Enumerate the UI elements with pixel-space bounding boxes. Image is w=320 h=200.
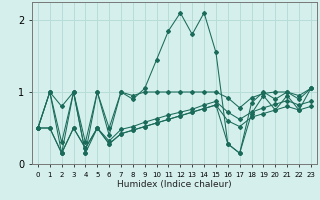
X-axis label: Humidex (Indice chaleur): Humidex (Indice chaleur): [117, 180, 232, 189]
